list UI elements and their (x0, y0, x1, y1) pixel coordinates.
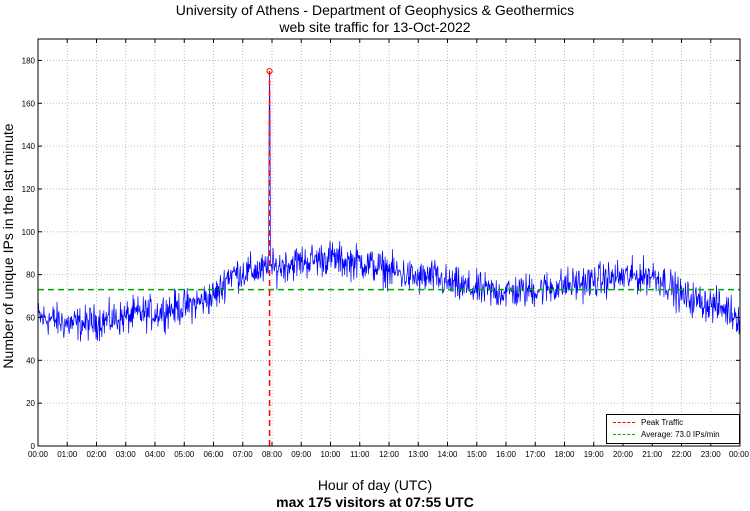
legend-swatch-peak (613, 422, 635, 423)
legend-entry-average: Average: 73.0 IPs/min (607, 430, 720, 439)
legend-label-average: Average: 73.0 IPs/min (641, 430, 720, 439)
legend-entry-peak: Peak Traffic (607, 418, 683, 427)
x-tick-label: 21:00 (642, 450, 663, 459)
x-tick-label: 13:00 (408, 450, 429, 459)
y-tick-label: 20 (26, 399, 35, 408)
x-tick-label: 09:00 (291, 450, 312, 459)
y-tick-label: 100 (22, 228, 36, 237)
y-tick-label: 0 (31, 442, 36, 451)
y-tick-label: 60 (26, 313, 35, 322)
x-tick-label: 23:00 (701, 450, 722, 459)
x-tick-label: 16:00 (496, 450, 517, 459)
y-tick-label: 120 (22, 185, 36, 194)
x-tick-label: 15:00 (467, 450, 488, 459)
x-tick-label: 07:00 (233, 450, 254, 459)
x-tick-label: 18:00 (554, 450, 575, 459)
y-axis-label: Number of unique IPs in the last minute (0, 123, 16, 369)
x-tick-label: 00:00 (729, 450, 750, 459)
traffic-series-line (37, 71, 741, 342)
peak-marker (266, 68, 273, 75)
chart-legend: Peak Traffic Average: 73.0 IPs/min (606, 414, 740, 444)
y-tick-label: 160 (22, 99, 36, 108)
x-tick-label: 05:00 (174, 450, 195, 459)
x-tick-label: 17:00 (525, 450, 546, 459)
legend-label-peak: Peak Traffic (641, 418, 684, 427)
x-tick-label: 03:00 (116, 450, 137, 459)
x-tick-label: 04:00 (145, 450, 166, 459)
x-tick-label: 06:00 (203, 450, 224, 459)
x-tick-label: 08:00 (262, 450, 283, 459)
x-tick-label: 01:00 (57, 450, 78, 459)
x-axis-label: Hour of day (UTC) (317, 477, 433, 493)
x-tick-label: 19:00 (584, 450, 605, 459)
x-tick-label: 10:00 (320, 450, 341, 459)
y-tick-label: 40 (26, 356, 35, 365)
y-tick-label: 180 (22, 56, 36, 65)
x-tick-label: 11:00 (350, 450, 370, 459)
x-tick-label: 02:00 (86, 450, 107, 459)
y-tick-label: 80 (26, 271, 35, 280)
x-tick-label: 22:00 (671, 450, 692, 459)
x-tick-label: 20:00 (613, 450, 634, 459)
x-tick-label: 12:00 (379, 450, 400, 459)
x-tick-label: 14:00 (437, 450, 458, 459)
max-visitors-note: max 175 visitors at 07:55 UTC (276, 494, 474, 510)
y-tick-label: 140 (22, 142, 36, 151)
chart-title-line-2: web site traffic for 13-Oct-2022 (279, 19, 471, 35)
legend-swatch-average (613, 434, 635, 435)
x-tick-label: 00:00 (28, 450, 49, 459)
chart-title-line-1: University of Athens - Department of Geo… (175, 2, 575, 18)
